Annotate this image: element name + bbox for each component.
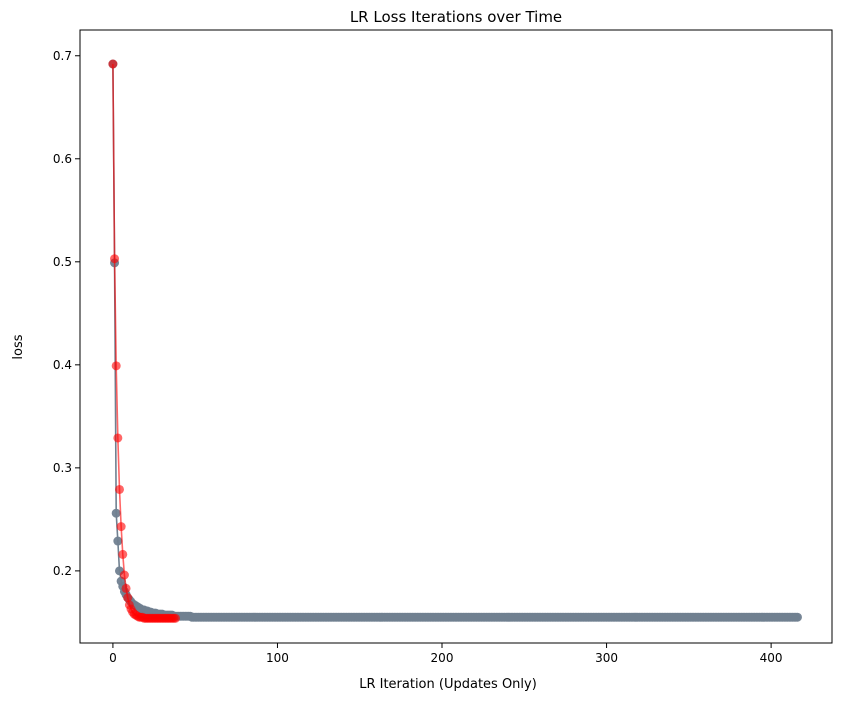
series-0: [108, 59, 802, 622]
series-layer: [108, 59, 802, 623]
series-1: [108, 59, 180, 623]
y-tick-label: 0.7: [53, 49, 72, 63]
chart-title: LR Loss Iterations over Time: [350, 8, 562, 26]
plot-frame: [79, 29, 833, 644]
data-point: [114, 484, 124, 494]
data-point: [110, 254, 120, 264]
y-tick-label: 0.6: [53, 152, 72, 166]
x-tick-label: 0: [109, 651, 117, 665]
y-tick-label: 0.4: [53, 358, 72, 372]
y-axis-label: loss: [11, 334, 26, 359]
data-point: [111, 508, 121, 518]
x-tick-label: 100: [266, 651, 289, 665]
y-tick-label: 0.2: [53, 564, 72, 578]
y-tick-label: 0.5: [53, 255, 72, 269]
x-tick-label: 200: [431, 651, 454, 665]
x-tick-label: 400: [760, 651, 783, 665]
data-point: [113, 433, 123, 443]
data-point: [118, 549, 128, 559]
plot-area-background: [80, 30, 832, 643]
data-point: [121, 583, 131, 593]
data-point: [792, 612, 802, 622]
data-point: [123, 593, 133, 603]
x-axis-label: LR Iteration (Updates Only): [359, 677, 537, 692]
data-point: [170, 613, 180, 623]
data-point: [108, 59, 118, 69]
data-point: [113, 536, 123, 546]
data-point: [111, 361, 121, 371]
x-tick-label: 300: [595, 651, 618, 665]
axis-ticks: 0 100 200 300 400 0.2 0.3 0.4 0.5 0.6 0.7: [53, 49, 783, 665]
y-tick-label: 0.3: [53, 461, 72, 475]
data-point: [119, 570, 129, 580]
data-point: [116, 522, 126, 532]
